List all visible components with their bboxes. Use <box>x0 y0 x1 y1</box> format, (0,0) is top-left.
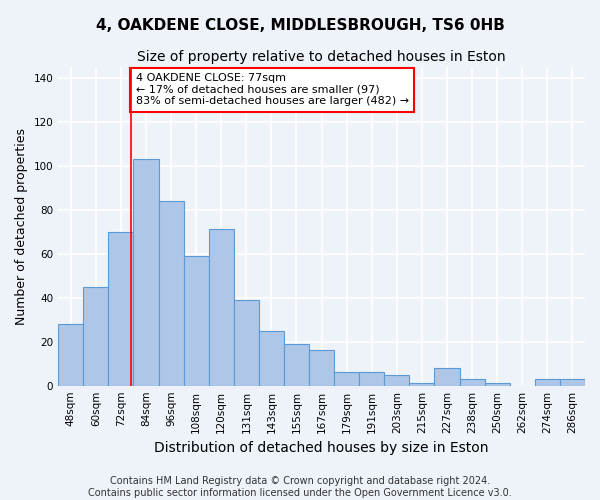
X-axis label: Distribution of detached houses by size in Eston: Distribution of detached houses by size … <box>154 441 489 455</box>
Bar <box>334 372 359 386</box>
Text: 4, OAKDENE CLOSE, MIDDLESBROUGH, TS6 0HB: 4, OAKDENE CLOSE, MIDDLESBROUGH, TS6 0HB <box>95 18 505 32</box>
Text: 4 OAKDENE CLOSE: 77sqm
← 17% of detached houses are smaller (97)
83% of semi-det: 4 OAKDENE CLOSE: 77sqm ← 17% of detached… <box>136 73 409 106</box>
Bar <box>460 379 485 386</box>
Bar <box>535 379 560 386</box>
Bar <box>560 379 585 386</box>
Bar <box>133 159 158 386</box>
Bar <box>58 324 83 386</box>
Bar <box>359 372 385 386</box>
Bar <box>434 368 460 386</box>
Bar <box>209 230 234 386</box>
Bar <box>485 384 510 386</box>
Bar <box>184 256 209 386</box>
Bar <box>309 350 334 386</box>
Bar <box>83 286 109 386</box>
Y-axis label: Number of detached properties: Number of detached properties <box>15 128 28 324</box>
Text: Contains HM Land Registry data © Crown copyright and database right 2024.
Contai: Contains HM Land Registry data © Crown c… <box>88 476 512 498</box>
Bar <box>409 384 434 386</box>
Bar <box>385 374 409 386</box>
Bar <box>158 201 184 386</box>
Bar <box>259 330 284 386</box>
Bar <box>284 344 309 386</box>
Title: Size of property relative to detached houses in Eston: Size of property relative to detached ho… <box>137 50 506 64</box>
Bar <box>234 300 259 386</box>
Bar <box>109 232 133 386</box>
